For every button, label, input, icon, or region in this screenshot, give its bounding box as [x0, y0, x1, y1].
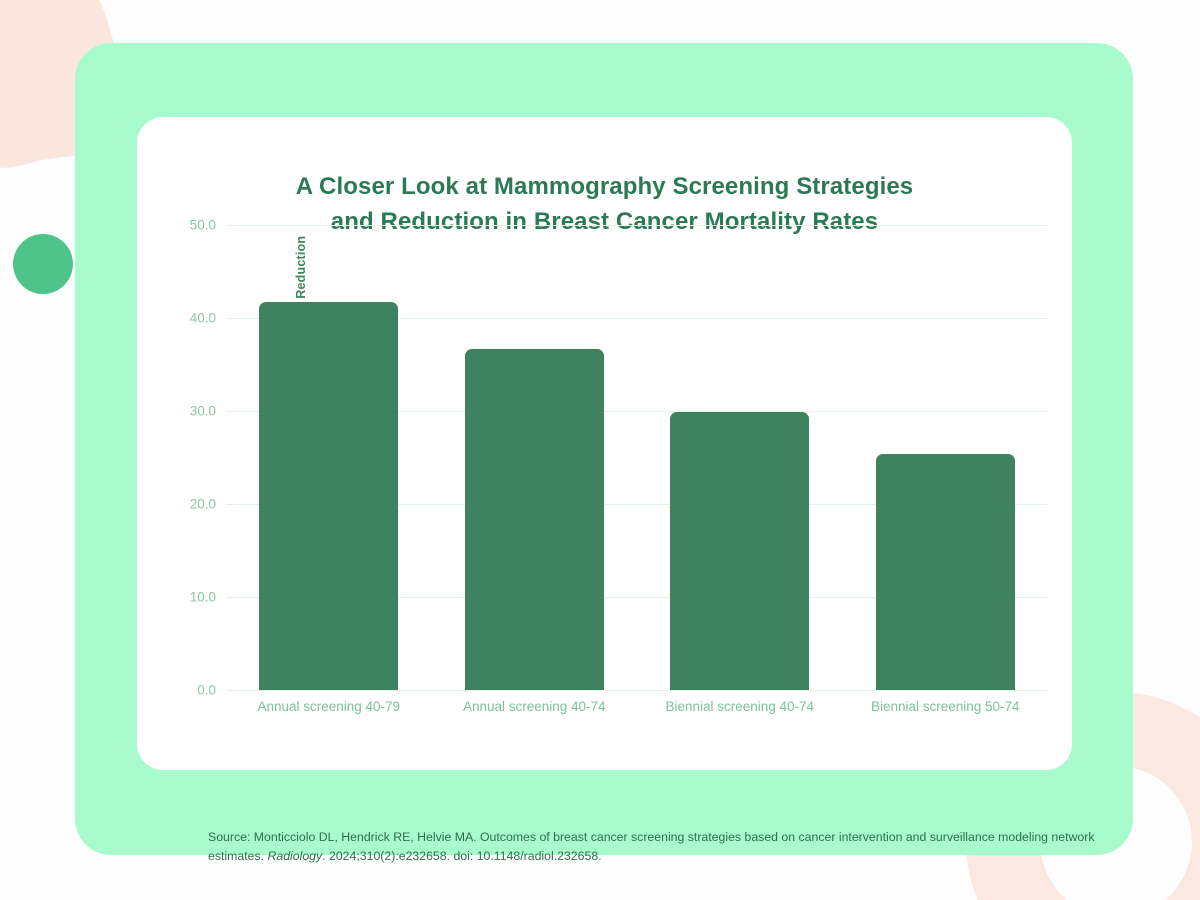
y-axis-tick-label: 40.0: [189, 310, 216, 326]
gridline: [226, 225, 1048, 226]
y-axis-tick-label: 30.0: [189, 403, 216, 419]
x-axis-tick-label: Annual screening 40-79: [257, 699, 401, 714]
plot-area: 0.0 10.0 20.0 30.0 40.0 50.0 Annual screening …: [190, 218, 1048, 714]
gridline: [226, 318, 1048, 319]
y-axis-tick-label: 10.0: [189, 589, 216, 605]
chart-title-line-1: A Closer Look at Mammography Screening S…: [295, 173, 914, 200]
mint-frame-panel: A Closer Look at Mammography Screening S…: [75, 43, 1133, 863]
chart-card: A Closer Look at Mammography Screening S…: [137, 117, 1072, 770]
bar: [464, 348, 604, 690]
y-axis-tick-label: 50.0: [189, 217, 216, 233]
gridline: [226, 597, 1048, 598]
source-citation-part-1: Source: Monticciolo DL, Hendrick RE, Hel…: [208, 830, 1095, 863]
source-citation-part-2: . 2024;310(2):e232658. doi: 10.1148/radi…: [322, 849, 602, 863]
y-axis-tick-label: 0.0: [197, 682, 216, 698]
x-axis-tick-label: Biennial screening 50-74: [870, 699, 1020, 714]
source-citation: Source: Monticciolo DL, Hendrick RE, Hel…: [208, 828, 1114, 866]
gridline: [226, 411, 1048, 412]
bar: [875, 453, 1015, 690]
x-axis-tick-label: Annual screening 40-74: [462, 699, 606, 714]
source-journal-name: Radiology: [267, 849, 323, 863]
bar: [670, 411, 810, 690]
plot-wrapper: Percentage of Breast Cancer Mortality Re…: [137, 117, 1072, 770]
x-axis-tick-label: Biennial screening 40-74: [665, 699, 815, 714]
decorative-green-circle: [13, 234, 73, 294]
gridline: [226, 690, 1048, 691]
chart-title: A Closer Look at Mammography Screening S…: [137, 169, 1072, 239]
gridline: [226, 504, 1048, 505]
bar: [259, 302, 399, 690]
y-axis-tick-label: 20.0: [189, 496, 216, 512]
chart-title-line-2: and Reduction in Breast Cancer Mortality…: [330, 208, 879, 235]
